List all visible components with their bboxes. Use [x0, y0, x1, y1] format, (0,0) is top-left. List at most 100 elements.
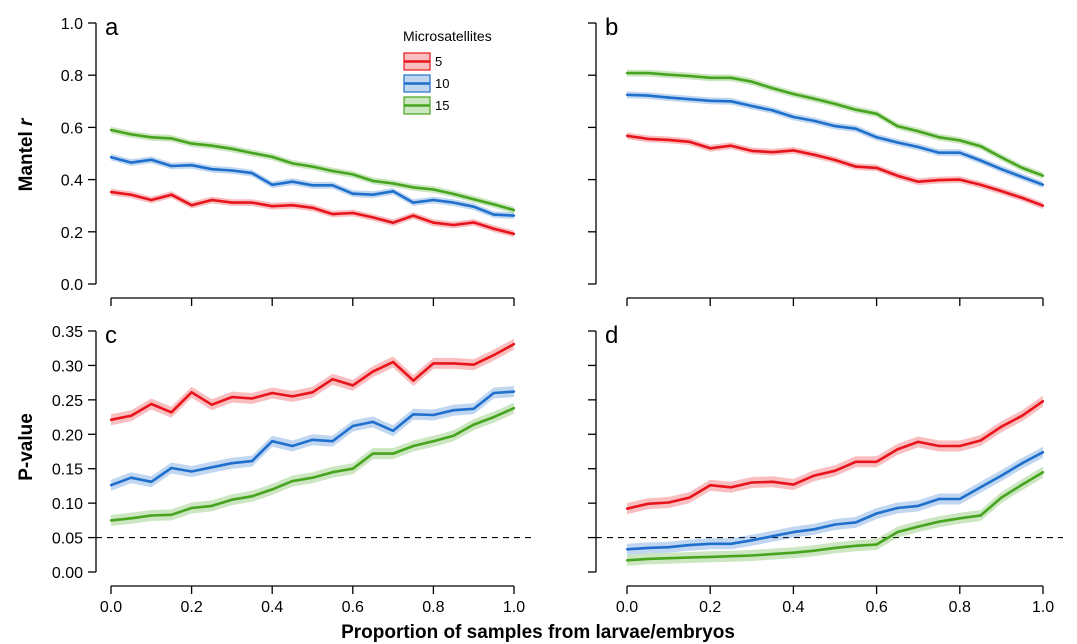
legend-items: 5 10 15 [403, 52, 449, 115]
series-band-15 [111, 126, 514, 214]
data-point [210, 403, 213, 406]
data-point [833, 102, 837, 106]
data-point [311, 206, 314, 209]
data-point [750, 554, 753, 557]
data-point [1021, 414, 1024, 417]
data-point [917, 440, 920, 444]
y-tick-label: 0.10 [52, 496, 83, 513]
data-point [646, 137, 649, 141]
data-point [896, 530, 899, 534]
data-point [625, 71, 629, 75]
data-point [109, 418, 113, 421]
data-point [210, 504, 213, 508]
y-tick-label: 1.0 [61, 16, 83, 33]
data-point [150, 480, 153, 483]
data-point [792, 115, 795, 119]
x-tick-label: 0.8 [422, 599, 444, 616]
data-point [958, 517, 961, 520]
x-tick-label: 0.0 [100, 599, 122, 616]
data-point [230, 147, 234, 150]
data-point [271, 391, 274, 395]
data-point [1021, 483, 1024, 486]
data-point [729, 76, 733, 80]
data-point [833, 469, 837, 472]
data-point [311, 391, 314, 394]
data-point [492, 391, 495, 395]
x-tick-label: 0.4 [782, 599, 804, 616]
data-point [150, 136, 153, 139]
data-point [109, 156, 113, 159]
data-point [170, 411, 173, 414]
data-point [750, 149, 753, 153]
x-tick-label: 0.2 [699, 599, 721, 616]
data-point [170, 137, 173, 140]
data-point [937, 497, 941, 501]
data-point [210, 144, 213, 147]
data-point [958, 497, 961, 501]
data-point [896, 448, 899, 451]
data-point [271, 183, 274, 186]
data-point [709, 484, 712, 487]
data-point [512, 406, 516, 410]
data-point [150, 198, 153, 202]
data-point [190, 391, 193, 394]
data-point [109, 190, 113, 194]
legend-item-15: 15 [403, 96, 449, 115]
data-point [854, 108, 857, 111]
data-point [792, 530, 795, 534]
data-point [875, 136, 878, 139]
data-point [351, 384, 354, 387]
data-point [371, 370, 375, 373]
data-point [452, 409, 455, 412]
data-point [1021, 175, 1024, 179]
data-point [937, 444, 941, 448]
y-tick-label: 0.25 [52, 393, 83, 410]
data-point [271, 488, 274, 491]
panel-d: d 0.0 0.2 0.4 0.6 0.8 1.0 [588, 322, 1063, 616]
data-point [512, 232, 516, 236]
data-point [979, 145, 982, 148]
data-point [1041, 174, 1045, 177]
data-point [190, 506, 193, 510]
data-point [979, 439, 982, 442]
data-point [667, 96, 670, 99]
data-point [750, 104, 753, 108]
data-point [1000, 168, 1003, 171]
data-point [771, 151, 774, 154]
data-point [1021, 462, 1024, 465]
data-point [813, 528, 816, 531]
data-point [512, 214, 516, 217]
data-point [391, 452, 395, 455]
data-point [371, 452, 375, 455]
data-point [472, 407, 475, 410]
data-point [667, 73, 670, 76]
data-point [646, 94, 649, 97]
data-point [432, 413, 435, 417]
data-point [896, 174, 899, 177]
data-point [833, 546, 837, 550]
panel-a: a 0.0 0.2 0.4 0.6 0.8 1.0 [61, 14, 516, 306]
y-tick-label: 0.4 [61, 173, 83, 190]
legend-label: 10 [435, 76, 449, 91]
data-point [1000, 425, 1003, 428]
data-point [230, 201, 234, 204]
data-point [391, 360, 395, 364]
data-point [291, 162, 294, 165]
y-tick-label: 0.15 [52, 462, 83, 479]
data-point [432, 188, 435, 191]
data-point [170, 164, 173, 168]
data-point [646, 502, 649, 505]
x-tick-label: 0.6 [865, 599, 887, 616]
data-point [709, 99, 712, 103]
data-point [917, 130, 920, 133]
data-point [1000, 189, 1003, 193]
data-point [625, 507, 629, 510]
data-point [771, 552, 774, 556]
data-point [170, 513, 173, 516]
data-point [130, 517, 133, 520]
data-point [875, 112, 878, 116]
x-tick-label: 0.6 [342, 599, 364, 616]
data-point [1021, 166, 1024, 170]
legend-title: Microsatellites [403, 28, 492, 44]
